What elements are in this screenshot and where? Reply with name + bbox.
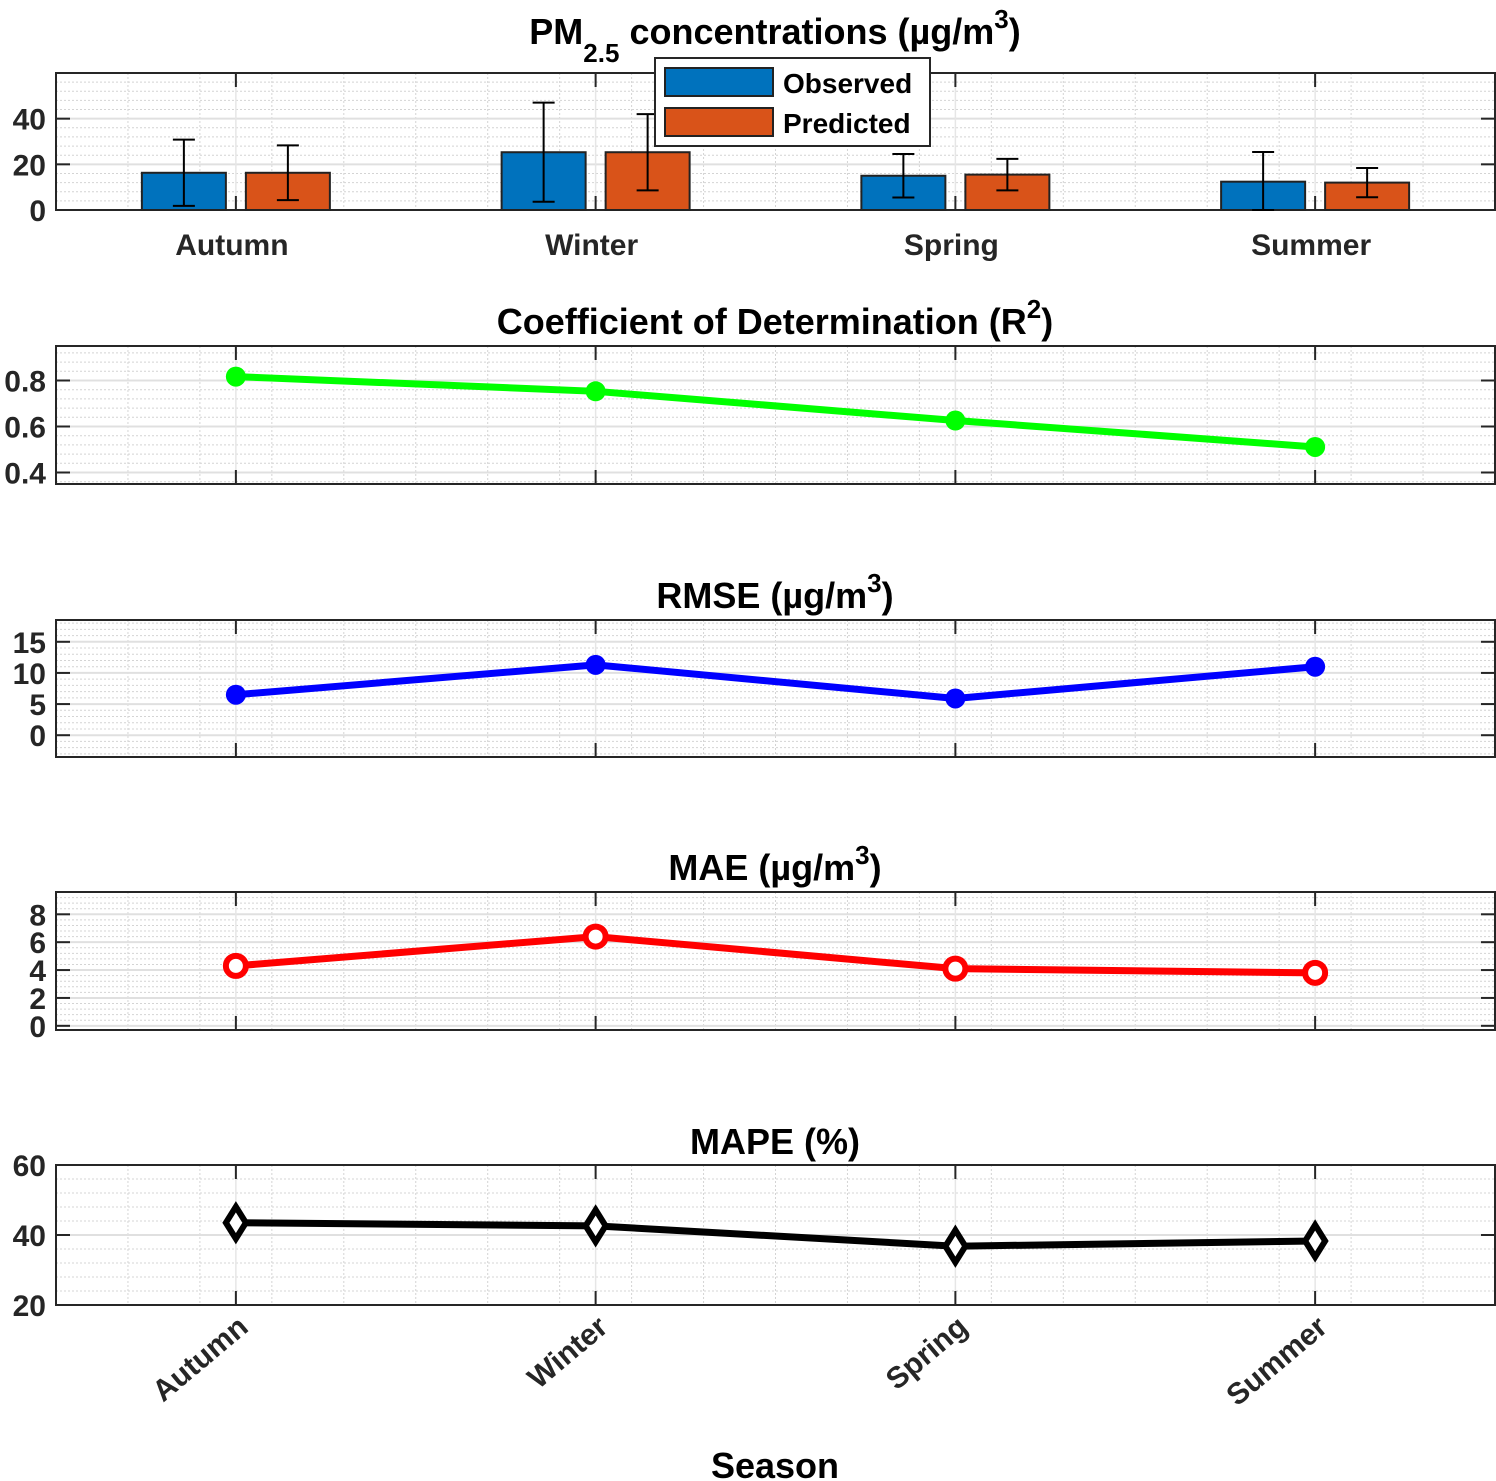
data-point-summer	[1301, 1219, 1329, 1263]
y-tick-label: 60	[13, 1150, 46, 1183]
axes-box	[55, 619, 1496, 758]
y-tick-label: 40	[13, 104, 46, 137]
legend-label: Observed	[783, 68, 912, 99]
data-point-autumn	[222, 1201, 250, 1245]
title-end: )	[870, 847, 882, 888]
legend: Observed Predicted	[654, 57, 931, 147]
x-tick-label: Autumn	[175, 229, 288, 262]
y-tick-label: 2	[29, 983, 46, 1016]
panel-1: 0 20 40 PM2.5 concentrations (µg/m3) Autumn W…	[13, 4, 1496, 262]
series-line	[235, 1219, 1316, 1250]
panel-title: MAE (µg/m3)	[668, 840, 881, 888]
y-tick-label: 5	[29, 689, 46, 722]
x-tick-label: Autumn	[146, 1310, 254, 1408]
data-point-spring	[941, 1224, 969, 1268]
x-tick-label: Winter	[522, 1310, 615, 1395]
y-tick-label: 0	[29, 1011, 46, 1044]
legend-swatch-predicted	[664, 107, 774, 137]
data-point-autumn	[222, 952, 249, 979]
title-superscript: 3	[994, 4, 1008, 34]
y-tick-label: 20	[13, 149, 46, 182]
data-point-winter	[585, 381, 606, 402]
data-point-winter	[585, 654, 606, 675]
data-point-winter	[582, 923, 609, 950]
panel-title: PM2.5 concentrations (µg/m3)	[529, 4, 1020, 68]
y-tick-label: 15	[13, 627, 46, 660]
panel-5: 20 40 60 MAPE (%) Autumn Winter Spring Summer Se…	[13, 1121, 1496, 1481]
title-end: )	[1009, 11, 1021, 52]
data-point-autumn	[225, 684, 246, 705]
title-end: )	[1041, 301, 1053, 342]
x-tick-label: Winter	[545, 229, 638, 262]
panel-title: Coefficient of Determination (R2)	[497, 294, 1053, 342]
title-main: MAE (µg/m	[668, 847, 855, 888]
data-point-autumn	[225, 366, 246, 387]
axes-box	[55, 891, 1496, 1031]
panel-title: MAPE (%)	[690, 1121, 860, 1162]
y-tick-label: 4	[29, 955, 46, 988]
legend-label: Predicted	[783, 108, 911, 139]
legend-swatch-observed	[664, 67, 774, 97]
title-superscript: 2	[1027, 294, 1041, 324]
y-tick-label: 0	[29, 195, 46, 228]
series-line	[235, 661, 1316, 702]
y-tick-label: 10	[13, 658, 46, 691]
panel-2: 0.4 0.6 0.8 Coefficient of Determination (R…	[4, 294, 1496, 491]
title-main: Coefficient of Determination (R	[497, 301, 1027, 342]
title-main: PM	[529, 11, 583, 52]
y-tick-label: 0.8	[4, 366, 46, 399]
y-tick-label: 0.6	[4, 412, 46, 445]
title-text: concentrations (µg/m	[619, 11, 994, 52]
title-main: MAPE (%)	[690, 1121, 860, 1162]
title-subscript: 2.5	[583, 38, 619, 68]
y-tick-label: 6	[29, 927, 46, 960]
title-main: RMSE (µg/m	[656, 575, 867, 616]
data-point-spring	[945, 688, 966, 709]
title-superscript: 3	[855, 840, 869, 870]
y-tick-label: 8	[29, 899, 46, 932]
series-line	[235, 933, 1316, 977]
data-point-summer	[1305, 656, 1326, 677]
y-tick-label: 40	[13, 1220, 46, 1253]
data-point-summer	[1302, 959, 1329, 986]
x-tick-label: Summer	[1251, 229, 1371, 262]
x-tick-label: Spring	[904, 229, 999, 262]
title-superscript: 3	[867, 568, 881, 598]
y-tick-label: 20	[13, 1290, 46, 1323]
x-tick-label: Summer	[1220, 1310, 1333, 1413]
axes-box	[55, 345, 1496, 485]
data-point-summer	[1305, 436, 1326, 457]
data-point-spring	[942, 955, 969, 982]
data-point-spring	[945, 410, 966, 431]
data-point-winter	[582, 1204, 610, 1248]
y-tick-label: 0	[29, 720, 46, 753]
title-end: )	[882, 575, 894, 616]
series-line	[235, 373, 1316, 451]
x-tick-label: Spring	[880, 1310, 974, 1396]
x-axis-label: Season	[711, 1445, 839, 1481]
y-tick-label: 0.4	[4, 458, 46, 491]
panel-title: RMSE (µg/m3)	[656, 568, 893, 616]
